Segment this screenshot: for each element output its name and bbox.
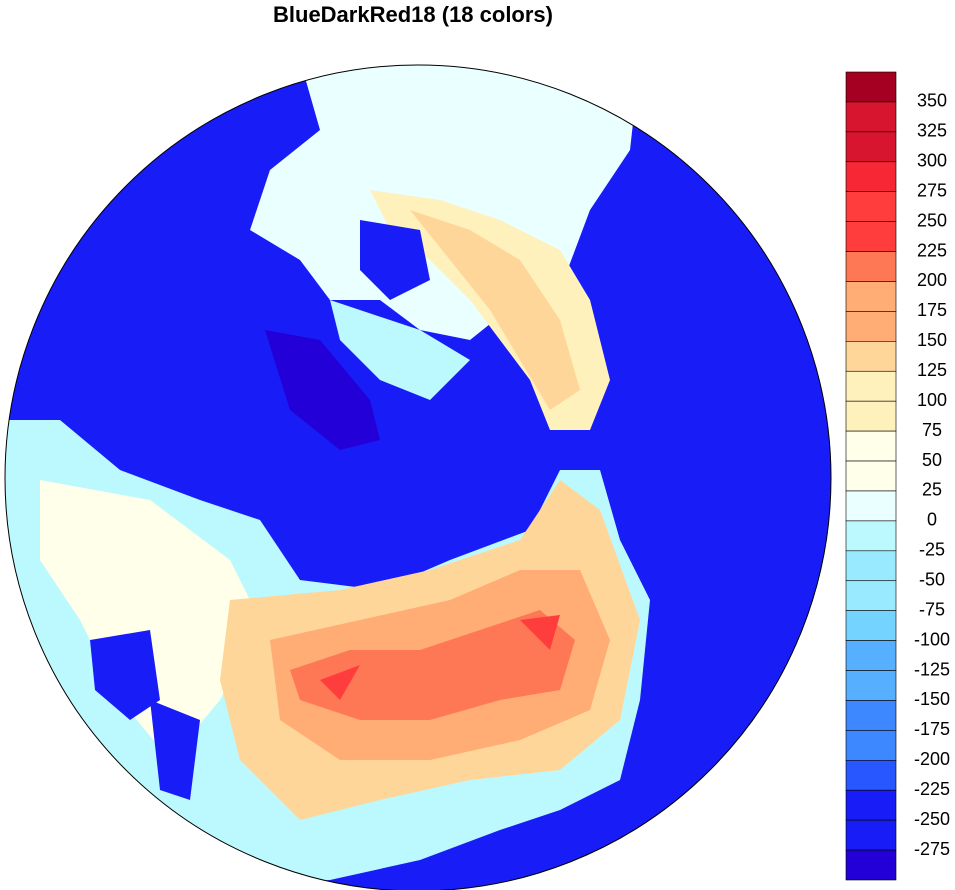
colorbar-label: 50	[922, 450, 942, 470]
color-box	[845, 400, 897, 432]
color-box	[845, 161, 897, 193]
color-box	[845, 610, 897, 641]
land-hotspot	[320, 615, 560, 700]
color-box	[845, 430, 897, 462]
color-box	[845, 311, 897, 342]
colorbar-label: 325	[917, 121, 947, 141]
color-box	[845, 730, 897, 761]
colorbar-label: -175	[914, 719, 950, 739]
color-box	[845, 71, 897, 103]
color-box	[845, 759, 897, 791]
greenland-ice	[265, 330, 380, 450]
color-box	[845, 281, 897, 312]
colorbar-label: 275	[917, 180, 947, 200]
colorbar-label: -50	[919, 569, 945, 589]
colorbar-label: 175	[917, 300, 947, 320]
colorbar: 3503253002752502252001751501251007550250…	[845, 71, 950, 881]
color-box	[845, 819, 897, 851]
colorbar-label: 150	[917, 330, 947, 350]
color-box	[845, 849, 897, 881]
colorbar-label: -100	[914, 629, 950, 649]
colorbar-label: 25	[922, 480, 942, 500]
globe-outline	[4, 64, 832, 890]
colorbar-label: -275	[914, 839, 950, 859]
colorbar-label: 100	[917, 390, 947, 410]
colorbar-label: 250	[917, 210, 947, 230]
arctic-islands	[330, 300, 470, 400]
color-box	[845, 670, 897, 701]
color-box	[845, 101, 897, 133]
color-box	[845, 789, 897, 821]
hudson-bay	[360, 220, 430, 300]
land-siberia-hot	[290, 610, 575, 720]
color-box	[845, 341, 897, 372]
colorbar-label: 125	[917, 360, 947, 380]
colorbar-label: -25	[919, 540, 945, 560]
color-box	[845, 520, 897, 552]
colorbar-label: 200	[917, 270, 947, 290]
colorbar-label: 0	[927, 510, 937, 530]
colorbar-label: 350	[917, 91, 947, 111]
colorbar-label: 225	[917, 240, 947, 260]
colorbar-label: 300	[917, 151, 947, 171]
color-box	[845, 221, 897, 252]
seas	[90, 630, 200, 800]
land-europe	[40, 480, 260, 760]
colorbar-label: -225	[914, 779, 950, 799]
color-box	[845, 490, 897, 522]
colorbar-label: -250	[914, 809, 950, 829]
colorbar-label: -150	[914, 689, 950, 709]
color-box	[845, 460, 897, 492]
color-box	[845, 580, 897, 611]
colorbar-label: 75	[922, 420, 942, 440]
colorbar-label: -125	[914, 659, 950, 679]
color-box	[845, 131, 897, 163]
color-box	[845, 550, 897, 582]
color-box	[845, 251, 897, 282]
color-box	[845, 370, 897, 402]
polar-map	[5, 65, 831, 890]
colorbar-label: -75	[919, 599, 945, 619]
title: BlueDarkRed18 (18 colors)	[273, 2, 553, 27]
color-box	[845, 191, 897, 222]
color-box	[845, 700, 897, 731]
colorbar-label: -200	[914, 749, 950, 769]
color-box	[845, 640, 897, 671]
land-warm	[410, 210, 580, 410]
